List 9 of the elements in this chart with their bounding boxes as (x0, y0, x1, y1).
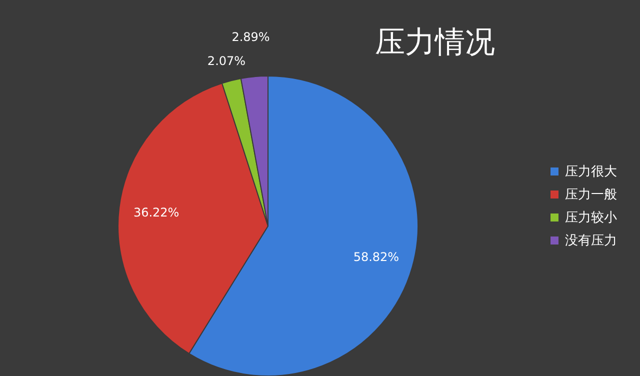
data-label: 2.07% (207, 54, 246, 68)
data-label: 2.89% (232, 30, 270, 44)
legend-label: 压力较小 (565, 210, 617, 226)
chart-title: 压力情况 (375, 25, 495, 60)
data-label: 58.82% (353, 250, 400, 264)
legend-label: 没有压力 (565, 234, 617, 248)
legend-label: 压力很大 (565, 164, 617, 180)
data-label: 36.22% (133, 205, 180, 220)
legend-label: 压力一般 (565, 188, 617, 202)
